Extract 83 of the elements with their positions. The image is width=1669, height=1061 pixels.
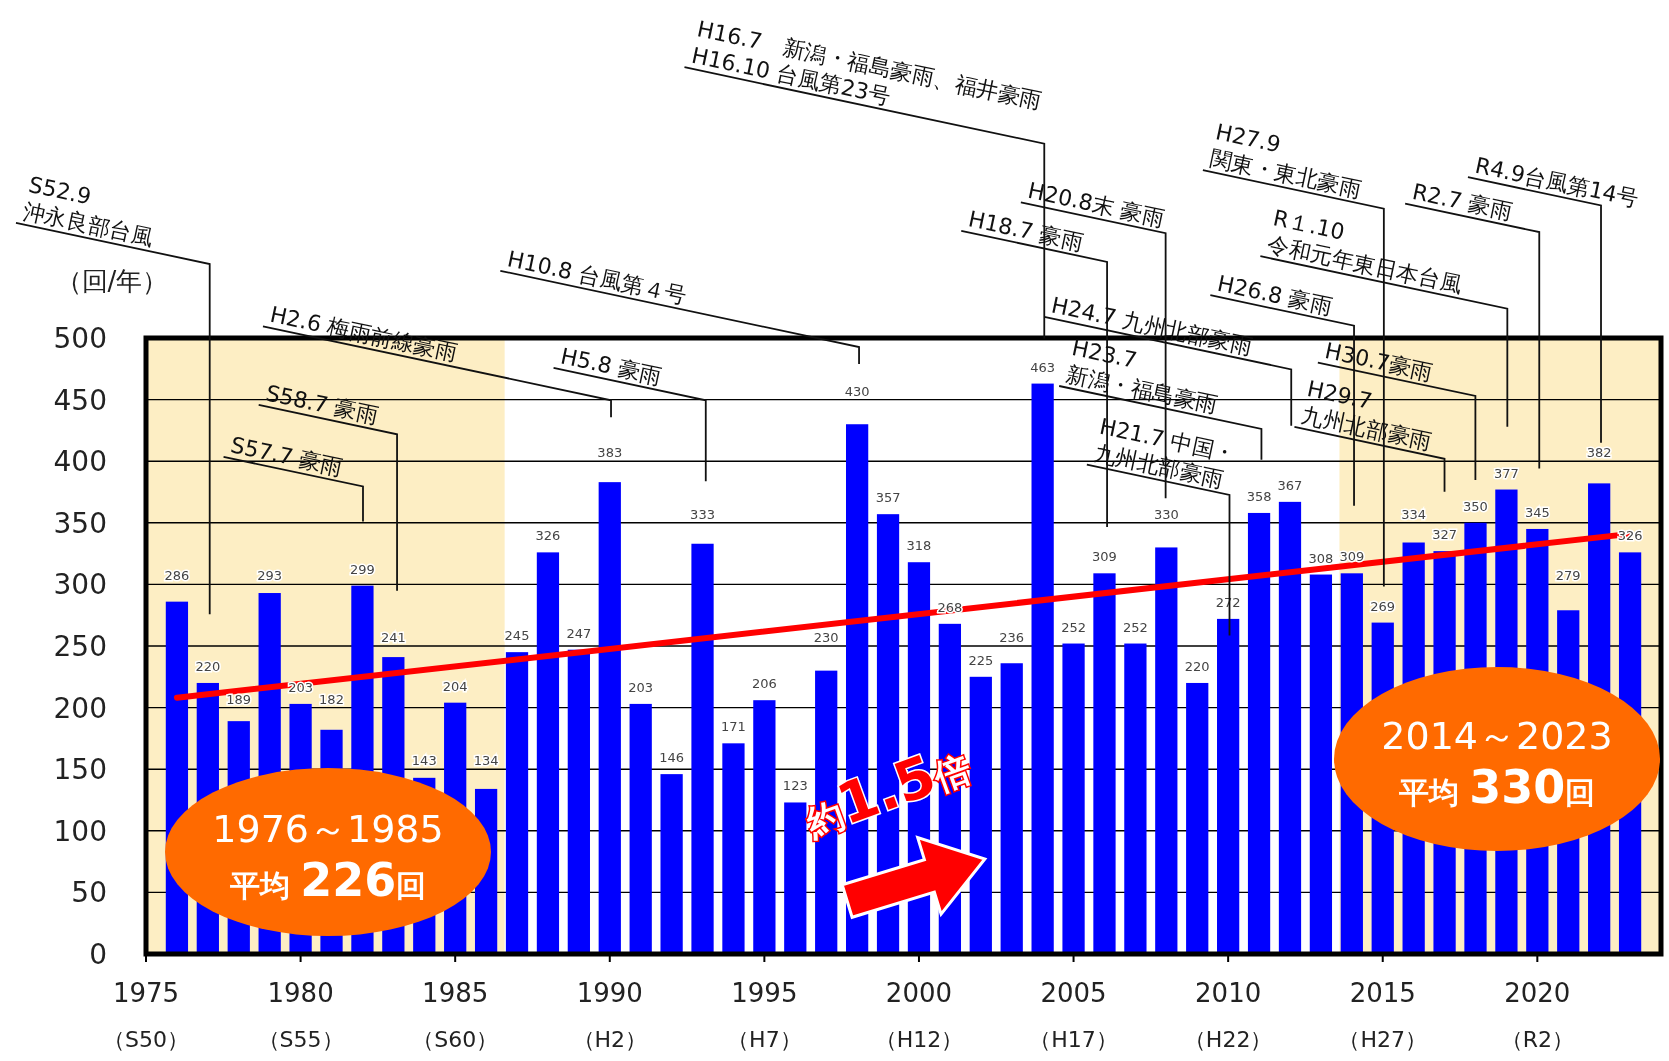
- y-tick-label: 500: [53, 322, 107, 355]
- x-tick-label: 2015: [1349, 978, 1416, 1008]
- data-label: 357: [875, 490, 901, 506]
- y-tick-label: 350: [53, 506, 107, 540]
- data-label: 252: [1061, 619, 1086, 635]
- data-label: 225: [968, 652, 994, 668]
- text: （H27）: [1338, 1027, 1428, 1052]
- y-tick-label: 50: [71, 876, 107, 910]
- annotation: S57.7 豪雨: [228, 432, 346, 481]
- data-label: 382: [1586, 445, 1612, 461]
- data-label: 189: [226, 691, 252, 707]
- annotation: 1976～1985 平均 226回: [212, 807, 444, 907]
- data-label: 430: [844, 383, 870, 399]
- y-tick-label: 250: [53, 630, 107, 663]
- data-label: 334: [1401, 506, 1427, 522]
- annotation: S58.7 豪雨: [263, 380, 381, 429]
- data-label: 367: [1277, 477, 1303, 493]
- data-label: 293: [257, 568, 283, 584]
- y-tick-label: 150: [53, 753, 107, 787]
- data-label: 247: [566, 625, 592, 641]
- data-label: 123: [782, 778, 808, 794]
- data-label: 171: [721, 719, 746, 735]
- data-label: 220: [1184, 658, 1210, 674]
- y-tick-label: 300: [53, 568, 107, 602]
- data-label: 350: [1463, 498, 1488, 514]
- text: （H17）: [1029, 1027, 1118, 1052]
- data-label: 333: [690, 506, 715, 522]
- data-label: 182: [319, 691, 344, 707]
- x-tick-label: 2020: [1504, 978, 1571, 1008]
- x-tick-label: 1995: [731, 978, 798, 1008]
- data-label: 241: [380, 630, 406, 645]
- y-tick-label: 100: [53, 814, 107, 848]
- x-tick-label: 1990: [576, 978, 643, 1008]
- text: （S55）: [257, 1027, 344, 1052]
- data-label: 463: [1030, 359, 1056, 375]
- data-label: 230: [813, 630, 839, 645]
- x-tick-label: 1975: [112, 978, 180, 1008]
- data-label: 326: [535, 528, 561, 544]
- data-label: 236: [999, 630, 1025, 645]
- y-tick-label: 450: [53, 383, 107, 417]
- data-label: 206: [751, 676, 777, 692]
- data-label: 377: [1493, 465, 1519, 481]
- annotation: S57.7 豪雨: [222, 432, 364, 523]
- data-label: 203: [628, 679, 654, 695]
- data-label: 134: [473, 753, 499, 769]
- text: （S60）: [412, 1027, 499, 1052]
- data-label: 358: [1246, 488, 1272, 504]
- data-label: 345: [1524, 504, 1550, 520]
- data-label: 383: [597, 445, 623, 461]
- x-tick-label: 1985: [422, 978, 489, 1008]
- data-label: 245: [504, 628, 530, 644]
- text: （R2）: [1500, 1027, 1574, 1052]
- y-axis-title: （回/年）: [55, 266, 169, 296]
- annotation: H2.6 梅雨前線豪雨: [267, 301, 460, 366]
- data-label: 330: [1153, 506, 1179, 522]
- data-label: 309: [1339, 549, 1365, 565]
- text: （H7）: [727, 1027, 802, 1052]
- data-label: 269: [1370, 598, 1396, 614]
- data-label: 308: [1308, 550, 1334, 566]
- text: （H12）: [874, 1027, 964, 1052]
- data-label: 143: [411, 753, 437, 769]
- data-label: 318: [906, 538, 932, 554]
- data-label: 327: [1432, 527, 1457, 543]
- y-tick-label: 400: [53, 445, 107, 479]
- data-label: 220: [195, 658, 221, 674]
- data-label: 286: [164, 568, 190, 584]
- text: （S50）: [103, 1027, 189, 1052]
- data-label: 309: [1092, 549, 1117, 565]
- x-tick-label: 2010: [1195, 978, 1262, 1008]
- x-tick-label: 2000: [885, 978, 953, 1008]
- data-label: 204: [442, 678, 468, 694]
- x-tick-label: 2005: [1040, 978, 1107, 1008]
- data-label: 279: [1555, 568, 1581, 584]
- annotation: H5.8 豪雨: [558, 343, 664, 390]
- text: （H2）: [572, 1027, 648, 1052]
- data-label: 252: [1122, 619, 1148, 635]
- y-tick-label: 200: [53, 691, 107, 725]
- text: （H22）: [1183, 1027, 1273, 1052]
- data-label: 146: [659, 750, 685, 766]
- x-tick-label: 1980: [267, 978, 334, 1008]
- annotation: 2014～2023 平均 330回: [1381, 714, 1613, 814]
- y-tick-label: 0: [89, 938, 107, 971]
- data-label: 299: [350, 561, 375, 577]
